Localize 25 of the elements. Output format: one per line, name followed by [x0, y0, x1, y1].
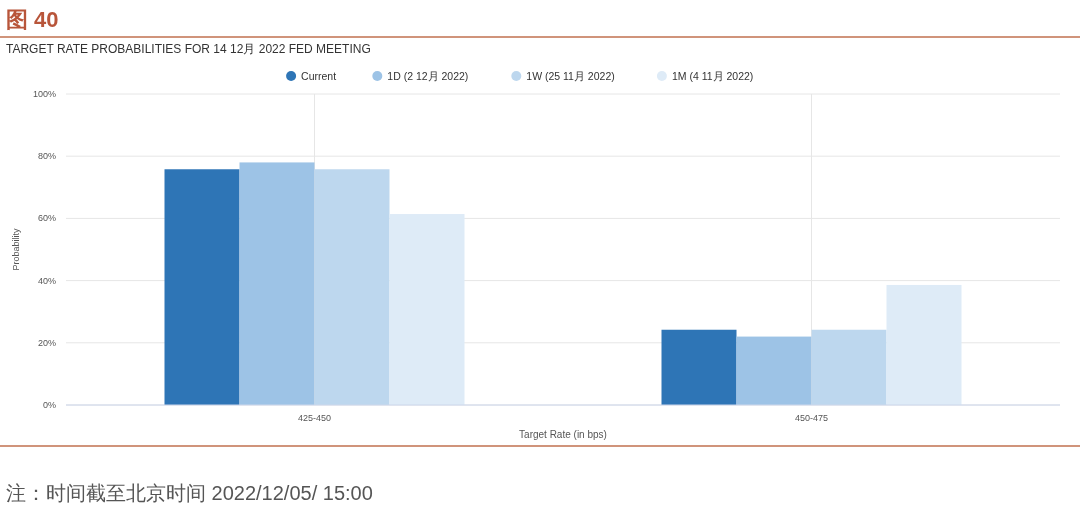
bar: [239, 162, 315, 405]
y-tick-label: 60%: [37, 213, 56, 224]
bar: [314, 169, 390, 405]
bar: [389, 214, 465, 405]
bar: [736, 336, 812, 405]
y-tick-label: 40%: [37, 275, 56, 286]
y-tick-label: 100%: [32, 89, 56, 99]
legend-label: 1W (25 11月 2022): [526, 70, 615, 82]
legend-label: 1D (2 12月 2022): [387, 70, 469, 82]
y-axis-title: Probability: [11, 228, 21, 271]
bar: [164, 169, 240, 405]
legend-label: 1M (4 11月 2022): [671, 70, 754, 82]
y-tick-label: 0%: [42, 400, 56, 410]
bar: [661, 329, 737, 405]
bar: [811, 329, 887, 405]
legend-label: Current: [301, 70, 337, 82]
x-axis-title: Target Rate (in bps): [519, 429, 607, 440]
y-tick-label: 80%: [37, 151, 56, 162]
y-tick-label: 20%: [37, 337, 56, 348]
text: 注：时间截至北京时间 2022/12/05/ 15:00: [6, 482, 373, 504]
chart-subtitle: TARGET RATE PROBABILITIES FOR 14 12月 2022 FED MEETING: [6, 42, 371, 56]
bar: [886, 284, 962, 405]
chart-title: 图 40: [6, 7, 59, 32]
x-tick-label: 450-475: [794, 413, 829, 423]
x-tick-label: 425-450: [297, 413, 332, 423]
